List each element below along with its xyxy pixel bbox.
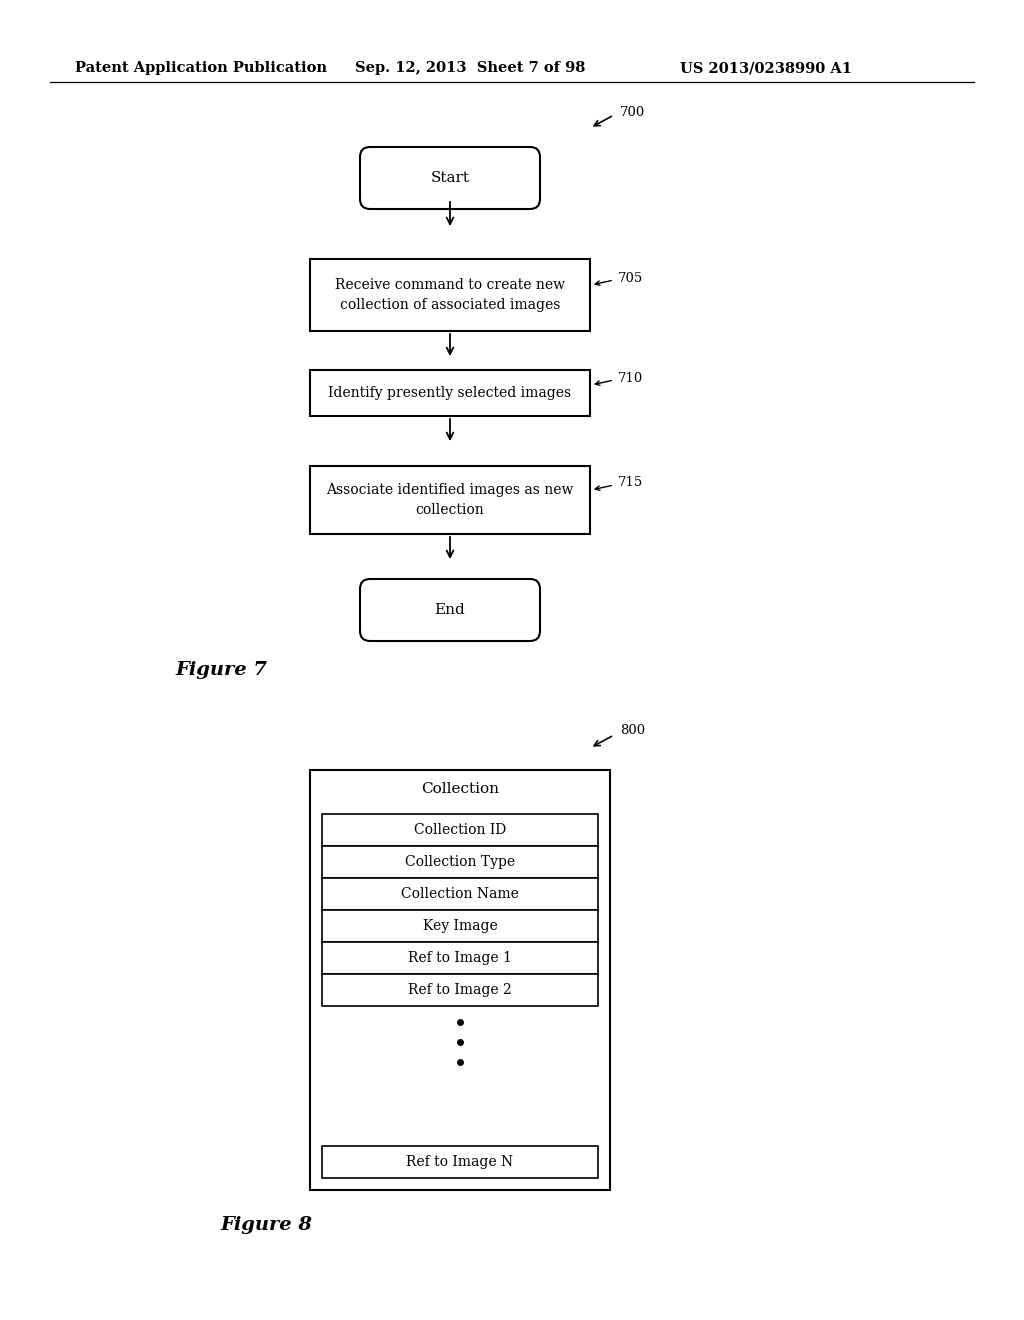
Text: US 2013/0238990 A1: US 2013/0238990 A1 [680,61,852,75]
Text: Ref to Image 2: Ref to Image 2 [409,983,512,997]
Bar [322,1146,598,1177]
Text: Associate identified images as new
collection: Associate identified images as new colle… [327,483,573,516]
FancyBboxPatch shape [360,147,540,209]
Text: Collection Type: Collection Type [404,855,515,869]
Text: 700: 700 [620,106,645,119]
Bar [322,878,598,909]
Text: 715: 715 [618,477,643,490]
Text: Figure 8: Figure 8 [220,1216,312,1234]
Text: Collection: Collection [421,781,499,796]
Text: Patent Application Publication: Patent Application Publication [75,61,327,75]
Text: Sep. 12, 2013  Sheet 7 of 98: Sep. 12, 2013 Sheet 7 of 98 [355,61,586,75]
Text: Ref to Image N: Ref to Image N [407,1155,514,1170]
Bar [322,846,598,878]
Bar [322,942,598,974]
Bar [310,770,610,1191]
Text: 705: 705 [618,272,643,285]
Bar [310,370,590,416]
Text: Figure 7: Figure 7 [175,661,267,678]
Text: Collection ID: Collection ID [414,822,506,837]
Bar [322,974,598,1006]
Text: Key Image: Key Image [423,919,498,933]
Bar [310,259,590,331]
Bar [310,466,590,535]
Text: Ref to Image 1: Ref to Image 1 [408,950,512,965]
Text: Receive command to create new
collection of associated images: Receive command to create new collection… [335,279,565,312]
Bar [322,909,598,942]
Text: 800: 800 [620,723,645,737]
Text: Collection Name: Collection Name [401,887,519,902]
FancyBboxPatch shape [360,579,540,642]
Text: Start: Start [430,172,469,185]
Text: End: End [434,603,465,616]
Text: Identify presently selected images: Identify presently selected images [329,385,571,400]
Text: 710: 710 [618,371,643,384]
Bar [322,814,598,846]
